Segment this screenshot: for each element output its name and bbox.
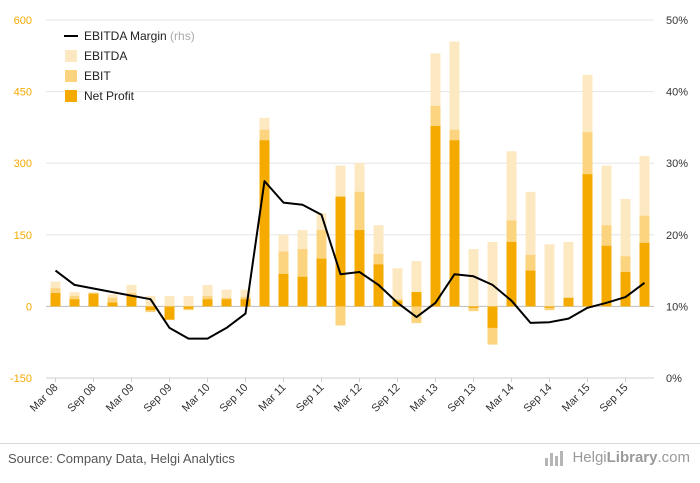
legend-bar-swatch [65, 50, 77, 62]
bar-net-profit [487, 306, 498, 328]
bar-net-profit [183, 306, 194, 309]
x-tick-label: Mar 10 [180, 382, 213, 415]
footer-divider [0, 443, 700, 444]
y-left-tick-label: 600 [14, 15, 32, 27]
bar-net-profit [221, 299, 232, 307]
bar-ebitda [183, 295, 194, 307]
bar-ebit [107, 297, 118, 307]
bar-net-profit [449, 140, 460, 307]
library-icon [545, 450, 567, 466]
bar-net-profit [430, 125, 441, 307]
bar-ebitda [525, 191, 536, 307]
bar-ebitda [544, 244, 555, 307]
legend-label: EBITDA Margin (rhs) [84, 29, 195, 43]
brand-logo[interactable]: HelgiLibrary.com [545, 449, 690, 466]
legend-label: EBIT [84, 69, 111, 83]
x-tick-label: Sep 15 [597, 382, 630, 415]
bar-net-profit [582, 174, 593, 307]
bar-net-profit [88, 293, 99, 307]
brand-text: HelgiLibrary.com [572, 449, 690, 466]
x-tick-label: Mar 13 [408, 382, 441, 415]
y-left-tick-label: 0 [26, 301, 32, 313]
bar-net-profit [50, 293, 61, 307]
y-right-tick-label: 0% [666, 373, 682, 385]
source-note: Source: Company Data, Helgi Analytics [8, 451, 235, 466]
legend-suffix: (rhs) [167, 29, 195, 43]
bar-net-profit [278, 273, 289, 307]
bar-net-profit [620, 272, 631, 307]
bar-net-profit [240, 299, 251, 307]
y-right-tick-label: 10% [666, 301, 688, 313]
bar-net-profit [639, 242, 650, 307]
bar-ebit [544, 306, 555, 311]
legend-label: Net Profit [84, 89, 135, 103]
bar-net-profit [468, 306, 479, 308]
x-tick-label: Sep 12 [369, 382, 402, 415]
bar-ebit [411, 306, 422, 324]
y-right-tick-label: 40% [666, 87, 688, 99]
bar-net-profit [544, 306, 555, 308]
legend-bar-swatch [65, 70, 77, 82]
bar-net-profit [601, 245, 612, 307]
bar-net-profit [164, 306, 175, 320]
bar-net-profit [202, 299, 213, 307]
x-tick-label: Sep 09 [141, 382, 174, 415]
y-left-tick-label: -150 [10, 373, 32, 385]
legend-label: EBITDA [84, 49, 127, 63]
y-right-tick-label: 30% [666, 158, 688, 170]
bar-ebitda [202, 284, 213, 307]
x-tick-label: Sep 11 [294, 382, 327, 415]
x-tick-label: Mar 14 [484, 382, 517, 415]
bar-ebitda [164, 295, 175, 307]
y-right-tick-label: 20% [666, 230, 688, 242]
bar-net-profit [126, 295, 137, 307]
bar-ebitda [145, 295, 156, 307]
bar-ebitda [392, 268, 403, 307]
ebitda-margin-line [54, 180, 646, 340]
x-tick-label: Mar 09 [104, 382, 137, 415]
x-tick-label: Mar 11 [257, 382, 289, 414]
y-left-tick-label: 450 [14, 87, 32, 99]
y-left-tick-label: 300 [14, 158, 32, 170]
x-tick-label: Mar 12 [332, 382, 365, 415]
bar-ebitda [411, 261, 422, 307]
x-tick-label: Sep 14 [521, 382, 554, 415]
x-tick-label: Sep 08 [65, 382, 98, 415]
bar-net-profit [69, 299, 80, 307]
bar-net-profit [145, 306, 156, 311]
bar-ebitda [468, 249, 479, 307]
x-tick-label: Mar 08 [28, 382, 61, 415]
bar-net-profit [297, 276, 308, 307]
x-tick-label: Sep 13 [445, 382, 478, 415]
bar-net-profit [335, 196, 346, 307]
bar-ebit [335, 306, 346, 326]
bar-net-profit [354, 230, 365, 307]
y-left-tick-label: 150 [14, 230, 32, 242]
y-right-tick-label: 50% [666, 15, 688, 27]
bar-ebitda [487, 241, 498, 307]
x-tick-label: Mar 15 [560, 382, 593, 415]
bar-ebitda [563, 241, 574, 307]
bar-ebitda [620, 199, 631, 307]
bar-net-profit [563, 297, 574, 307]
bar-net-profit [506, 241, 517, 307]
x-tick-label: Sep 10 [217, 382, 250, 415]
bar-ebit [468, 306, 479, 312]
bar-net-profit [316, 258, 327, 307]
bar-net-profit [411, 292, 422, 307]
bar-net-profit [525, 270, 536, 307]
bar-net-profit [107, 302, 118, 307]
bar-net-profit [259, 140, 270, 307]
legend-bar-swatch [65, 90, 77, 102]
